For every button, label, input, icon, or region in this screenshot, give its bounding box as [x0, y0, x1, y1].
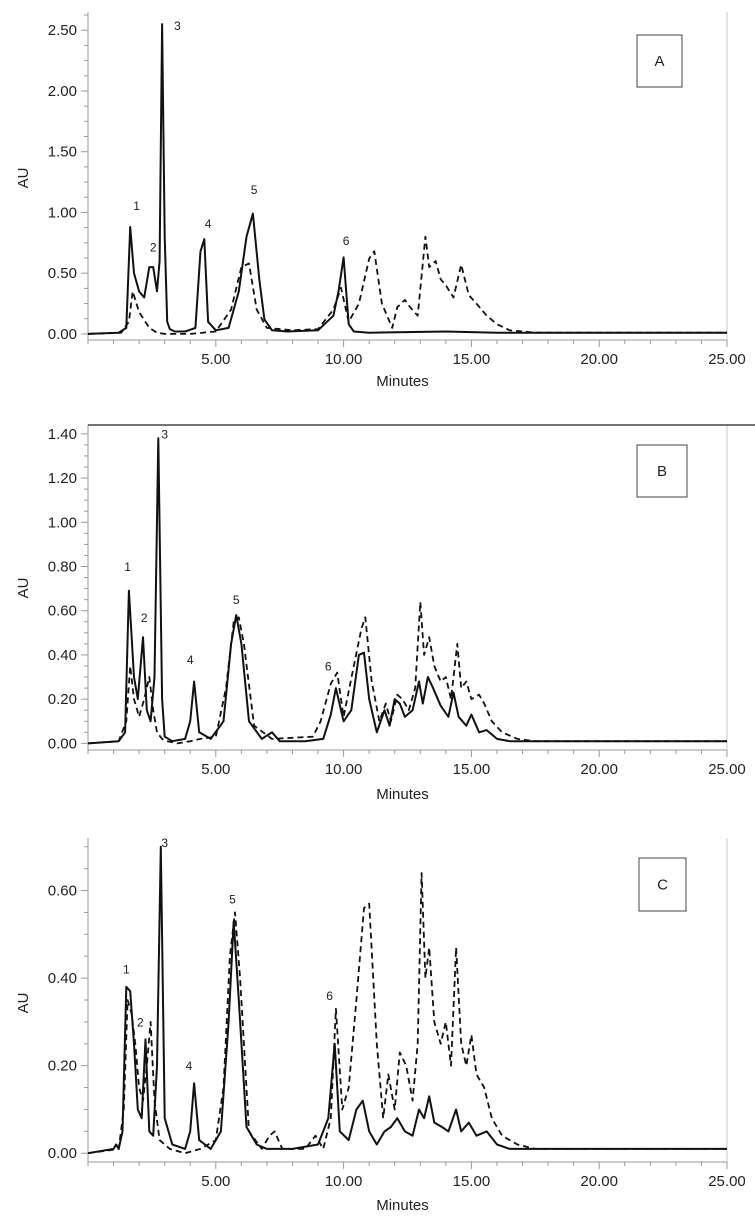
series-line-dashed: [87, 601, 727, 745]
x-tick-label: 15.00: [453, 761, 491, 778]
y-tick-label: 0.60: [48, 603, 77, 620]
series-line-dashed: [87, 235, 727, 335]
y-tick-label: 2.50: [48, 22, 77, 39]
x-axis-title: Minutes: [376, 373, 429, 390]
peak-label: 1: [123, 963, 130, 977]
panel-label-box: [636, 444, 688, 498]
peak-label: 2: [150, 240, 157, 254]
peak-label: 4: [187, 653, 194, 667]
series-line-solid: [87, 845, 727, 1155]
peak-label: 3: [174, 19, 181, 33]
x-tick-label: 5.00: [201, 761, 230, 778]
x-tick-label: 5.00: [201, 1173, 230, 1190]
chart-panel-c: 0.00 0.20 0.40 0.60 5.00 10.00 15.00 20.00 25.00…: [15, 836, 746, 1214]
y-tick-label: 0.20: [48, 1058, 77, 1075]
peak-label: 4: [205, 217, 212, 231]
peak-label: 3: [161, 836, 168, 850]
x-tick-label: 25.00: [708, 761, 746, 778]
chart-panel-b: 0.00 0.20 0.40 0.60 0.80 1.00 1.20 1.40 5.00 10.0…: [15, 424, 755, 803]
chart-panel-a: 0.00 0.50 1.00 1.50 2.00 2.50 5.00 10.00 15.00 20…: [15, 12, 746, 390]
y-axis-title: AU: [15, 168, 32, 189]
peak-label: 1: [124, 560, 131, 574]
y-tick-label: 0.80: [48, 558, 77, 575]
x-tick-label: 10.00: [325, 761, 363, 778]
y-tick-label: 0.50: [48, 265, 77, 282]
y-tick-label: 0.40: [48, 647, 77, 664]
peak-label: 5: [229, 893, 236, 907]
y-tick-label: 0.40: [48, 970, 77, 987]
panel-label-box: [638, 857, 687, 912]
y-tick-label: 0.20: [48, 691, 77, 708]
y-tick-label: 0.60: [48, 883, 77, 900]
peak-label: 5: [233, 593, 240, 607]
panel-label-box: [636, 34, 683, 88]
x-tick-label: 10.00: [325, 351, 363, 368]
peak-label: 3: [161, 427, 168, 441]
peak-label: 1: [133, 199, 140, 213]
y-tick-label: 0.00: [48, 326, 77, 343]
y-tick-label: 1.40: [48, 426, 77, 443]
y-tick-label: 1.50: [48, 144, 77, 161]
x-tick-label: 20.00: [580, 761, 618, 778]
x-tick-label: 15.00: [453, 1173, 491, 1190]
x-tick-label: 25.00: [708, 351, 746, 368]
y-tick-label: 1.00: [48, 204, 77, 221]
x-tick-label: 20.00: [580, 1173, 618, 1190]
y-axis-title: AU: [15, 993, 32, 1014]
x-tick-label: 25.00: [708, 1173, 746, 1190]
x-axis-title: Minutes: [376, 1197, 429, 1214]
series-line-solid: [87, 437, 727, 745]
y-axis-title: AU: [15, 578, 32, 599]
x-tick-label: 10.00: [325, 1173, 363, 1190]
peak-label: 5: [251, 183, 258, 197]
series-line-solid: [87, 23, 727, 335]
x-tick-label: 15.00: [453, 351, 491, 368]
series-line-dashed: [87, 872, 727, 1155]
peak-label: 6: [325, 659, 332, 673]
y-tick-label: 2.00: [48, 83, 77, 100]
y-tick-label: 1.20: [48, 470, 77, 487]
x-axis-title: Minutes: [376, 786, 429, 803]
panel-label: C: [657, 877, 668, 894]
panel-label: A: [654, 53, 664, 70]
y-tick-label: 0.00: [48, 735, 77, 752]
panel-label: B: [657, 463, 667, 480]
peak-label: 2: [137, 1015, 144, 1029]
y-tick-label: 1.00: [48, 514, 77, 531]
y-tick-label: 0.00: [48, 1145, 77, 1162]
peak-label: 6: [343, 234, 350, 248]
x-tick-label: 20.00: [580, 351, 618, 368]
x-tick-label: 5.00: [201, 351, 230, 368]
peak-label: 2: [141, 611, 148, 625]
peak-label: 6: [326, 989, 333, 1003]
peak-label: 4: [186, 1059, 193, 1073]
